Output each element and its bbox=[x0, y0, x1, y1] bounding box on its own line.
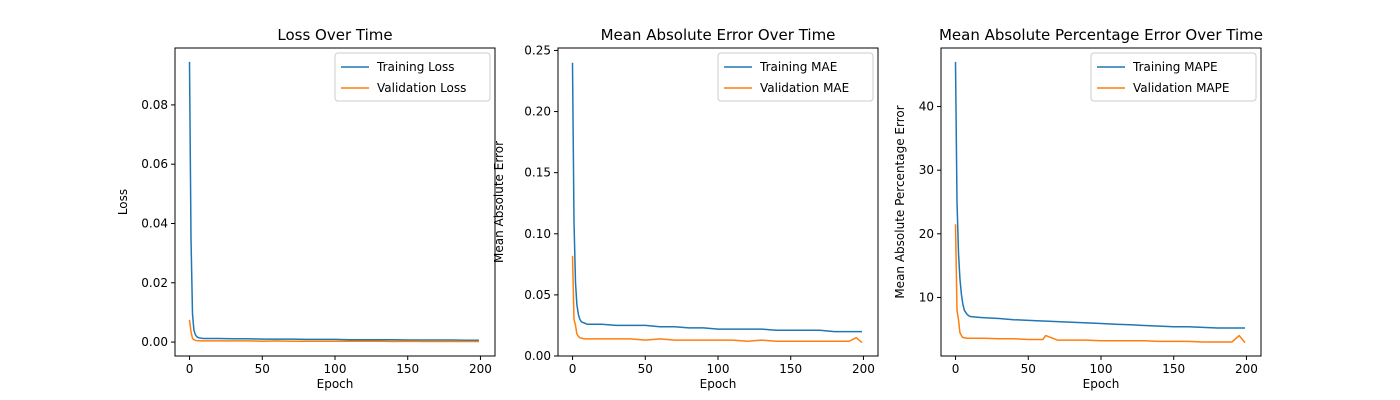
x-tick-label: 100 bbox=[1090, 362, 1113, 376]
legend-entry: Training MAPE bbox=[1132, 60, 1218, 74]
legend-box bbox=[717, 52, 874, 102]
chart-title: Loss Over Time bbox=[277, 26, 392, 44]
legend-entry: Validation Loss bbox=[377, 81, 466, 95]
x-tick-label: 150 bbox=[779, 362, 802, 376]
x-tick-label: 150 bbox=[396, 362, 419, 376]
chart-title: Mean Absolute Error Over Time bbox=[601, 26, 836, 44]
legend-box bbox=[334, 52, 491, 102]
legend-entry: Training Loss bbox=[376, 60, 454, 74]
chart-panel-1: 0 50 100 150 200 0.00 0.02 0.04 0.06 0.08 Loss Ove… bbox=[116, 26, 496, 391]
y-axis-label: Mean Absolute Error bbox=[492, 141, 506, 263]
x-tick-label: 100 bbox=[324, 362, 347, 376]
x-axis-label: Epoch bbox=[1083, 377, 1120, 391]
x-tick-label: 200 bbox=[852, 362, 875, 376]
series-line-1 bbox=[954, 61, 1245, 329]
chart-panel-3: 0 50 100 150 200 10 20 30 40 Mean Absolute Percen… bbox=[893, 26, 1263, 391]
y-tick-label: 30 bbox=[919, 163, 934, 177]
x-tick-label: 0 bbox=[186, 362, 194, 376]
y-tick-label: 0.15 bbox=[524, 166, 551, 180]
series-line-2 bbox=[188, 319, 479, 343]
legend-entry: Validation MAPE bbox=[1133, 81, 1229, 95]
chart-panel-2: 0 50 100 150 200 0.00 0.05 0.10 0.15 0.20 0.25 Mean… bbox=[492, 26, 879, 391]
series-line-1 bbox=[571, 62, 862, 333]
y-tick-label: 0.00 bbox=[524, 349, 551, 363]
legend: Training Loss Validation Loss bbox=[334, 52, 491, 102]
x-tick-label: 50 bbox=[1021, 362, 1036, 376]
y-tick-label: 0.25 bbox=[524, 43, 551, 57]
y-tick-label: 0.20 bbox=[524, 105, 551, 119]
y-tick-label: 10 bbox=[919, 290, 934, 304]
x-axis-label: Epoch bbox=[317, 377, 354, 391]
x-tick-label: 50 bbox=[638, 362, 653, 376]
legend: Training MAE Validation MAE bbox=[717, 52, 874, 102]
legend-entry: Training MAE bbox=[759, 60, 837, 74]
x-tick-label: 100 bbox=[707, 362, 730, 376]
legend: Training MAPE Validation MAPE bbox=[1090, 52, 1257, 102]
y-tick-label: 40 bbox=[919, 100, 934, 114]
legend-entry: Validation MAE bbox=[760, 81, 849, 95]
y-tick-label: 0.10 bbox=[524, 227, 551, 241]
y-tick-label: 20 bbox=[919, 227, 934, 241]
y-tick-label: 0.00 bbox=[141, 335, 168, 349]
x-tick-label: 150 bbox=[1162, 362, 1185, 376]
legend-box bbox=[1090, 52, 1257, 102]
series-line-2 bbox=[571, 255, 863, 344]
x-tick-label: 50 bbox=[255, 362, 270, 376]
x-tick-label: 200 bbox=[1235, 362, 1258, 376]
y-axis-label: Mean Absolute Percentage Error bbox=[893, 105, 907, 298]
y-tick-label: 0.04 bbox=[141, 216, 168, 230]
y-tick-label: 0.06 bbox=[141, 157, 168, 171]
x-tick-label: 0 bbox=[569, 362, 577, 376]
x-axis-label: Epoch bbox=[700, 377, 737, 391]
y-axis-label: Loss bbox=[116, 189, 130, 215]
series-line-1 bbox=[188, 61, 479, 342]
y-tick-label: 0.02 bbox=[141, 276, 168, 290]
chart-title: Mean Absolute Percentage Error Over Time bbox=[939, 26, 1263, 44]
y-tick-label: 0.05 bbox=[524, 288, 551, 302]
y-tick-label: 0.08 bbox=[141, 98, 168, 112]
x-tick-label: 200 bbox=[469, 362, 492, 376]
x-tick-label: 0 bbox=[952, 362, 960, 376]
series-line-2 bbox=[954, 224, 1246, 344]
